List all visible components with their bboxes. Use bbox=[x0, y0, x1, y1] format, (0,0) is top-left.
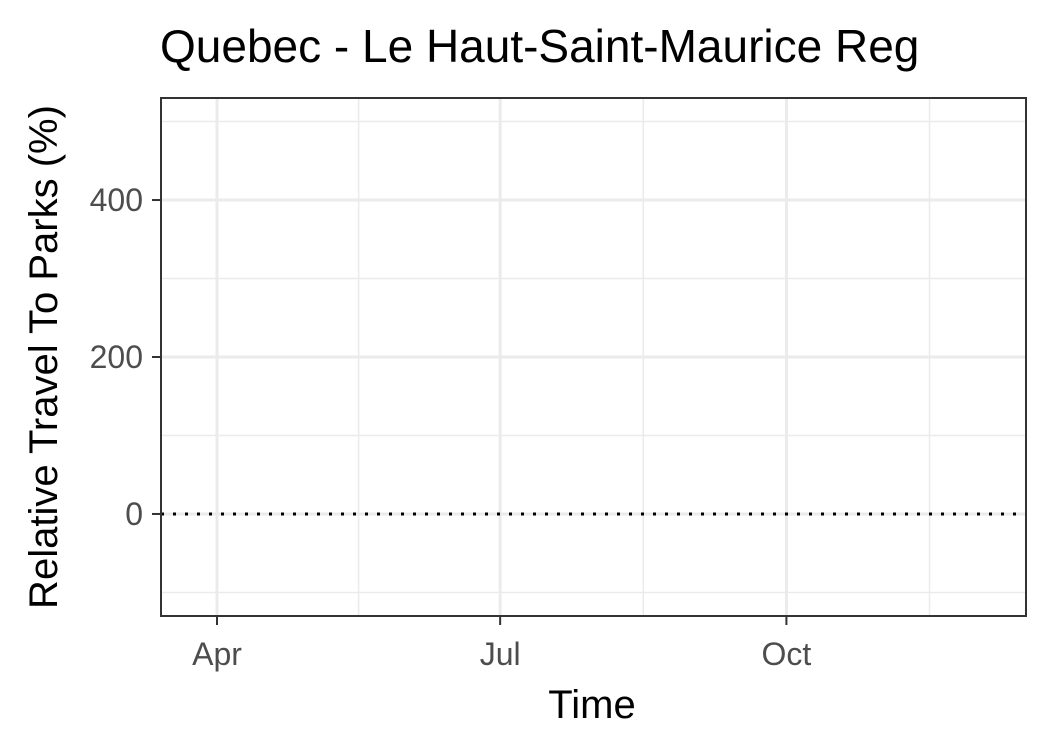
x-tick-label: Oct bbox=[762, 636, 812, 672]
y-axis: 0 200 400 bbox=[90, 182, 161, 532]
y-tick-label: 400 bbox=[90, 182, 143, 218]
y-axis-title: Relative Travel To Parks (%) bbox=[22, 105, 66, 609]
x-tick-label: Jul bbox=[480, 636, 521, 672]
y-tick-label: 0 bbox=[125, 496, 143, 532]
chart-title: Quebec - Le Haut-Saint-Maurice Reg bbox=[160, 20, 919, 72]
x-axis: Apr Jul Oct bbox=[192, 616, 811, 672]
y-tick-label: 200 bbox=[90, 339, 143, 375]
x-axis-title: Time bbox=[548, 683, 635, 727]
plot-panel bbox=[160, 97, 1027, 617]
x-tick-label: Apr bbox=[192, 636, 242, 672]
